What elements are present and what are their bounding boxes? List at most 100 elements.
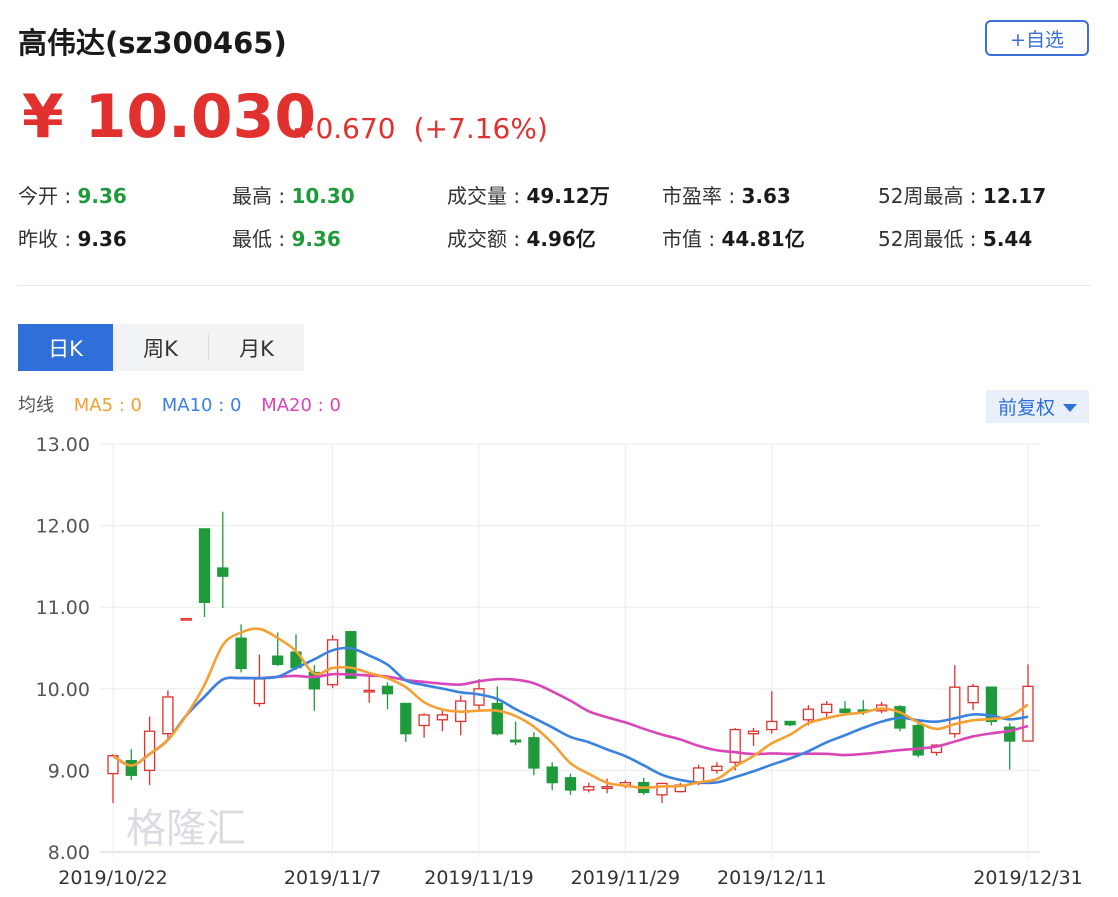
candle-down bbox=[509, 739, 522, 743]
stat-item: 市值 : 44.81亿 bbox=[662, 223, 805, 252]
stat-item: 市盈率 : 3.63 bbox=[662, 180, 791, 209]
stat-value: 10.30 bbox=[291, 184, 355, 208]
candle-up bbox=[729, 728, 741, 763]
candle-down bbox=[546, 766, 558, 784]
candle-up bbox=[583, 786, 595, 791]
candle-up bbox=[363, 689, 375, 693]
candle-up bbox=[967, 685, 979, 704]
stat-label: 52周最高 : bbox=[878, 184, 983, 208]
stat-value: 49.12万 bbox=[526, 184, 610, 208]
stat-label: 市盈率 : bbox=[662, 184, 742, 208]
candle-up bbox=[418, 714, 430, 727]
stat-value: 9.36 bbox=[77, 184, 127, 208]
stat-item: 成交量 : 49.12万 bbox=[447, 180, 610, 209]
candle-up bbox=[747, 730, 760, 735]
stat-label: 今开 : bbox=[18, 184, 78, 208]
candle-up bbox=[162, 696, 174, 735]
candle-up bbox=[802, 708, 815, 721]
price-change: +0.670 (+7.16%) bbox=[292, 112, 548, 145]
x-tick-label: 2019/12/11 bbox=[717, 867, 827, 889]
candle-down bbox=[839, 708, 851, 714]
x-tick-label: 2019/11/19 bbox=[424, 867, 534, 889]
tab-weekly-k[interactable]: 周K bbox=[143, 336, 178, 361]
stat-label: 成交额 : bbox=[447, 227, 527, 251]
ma5-legend: MA5 : 0 bbox=[73, 395, 142, 416]
stat-item: 最低 : 9.36 bbox=[232, 223, 341, 252]
x-tick-label: 2019/11/7 bbox=[284, 867, 381, 889]
caret-down-icon bbox=[1063, 403, 1077, 412]
watermark-logo: 格隆汇 bbox=[126, 806, 246, 852]
stock-title: 高伟达(sz300465) bbox=[18, 26, 287, 60]
stat-value: 9.36 bbox=[291, 227, 341, 251]
stat-label: 市值 : bbox=[662, 227, 722, 251]
candle-up bbox=[1022, 685, 1034, 742]
ma-legend: 均线 MA5 : 0 MA10 : 0 MA20 : 0 bbox=[18, 391, 355, 417]
divider bbox=[18, 285, 1090, 286]
x-tick-label: 2019/11/29 bbox=[571, 867, 681, 889]
stat-item: 今开 : 9.36 bbox=[18, 180, 127, 209]
candle-down bbox=[784, 720, 796, 726]
candle-down bbox=[528, 737, 540, 769]
adjust-dropdown[interactable]: 前复权 bbox=[986, 390, 1089, 423]
candle-down bbox=[491, 702, 503, 735]
ma10-line bbox=[112, 646, 1029, 785]
stat-value: 4.96亿 bbox=[526, 227, 596, 251]
candle-down bbox=[125, 759, 137, 776]
candle-down bbox=[985, 686, 998, 723]
stat-value: 5.44 bbox=[982, 227, 1033, 251]
candle-up bbox=[930, 744, 943, 754]
candle-up bbox=[326, 639, 339, 686]
candle-down bbox=[564, 777, 577, 791]
stat-item: 成交额 : 4.96亿 bbox=[447, 223, 596, 252]
current-price: ¥ 10.030 bbox=[22, 82, 317, 152]
stat-value: 3.63 bbox=[741, 184, 791, 208]
stat-label: 52周最低 : bbox=[878, 227, 983, 251]
candle-up bbox=[473, 688, 485, 706]
candle-down bbox=[912, 724, 924, 756]
candle-up bbox=[253, 678, 266, 705]
y-tick-label: 8.00 bbox=[48, 842, 90, 864]
stat-label: 昨收 : bbox=[18, 227, 78, 251]
candle-up bbox=[821, 703, 833, 714]
tab-daily-k[interactable]: 日K bbox=[18, 324, 113, 371]
y-tick-label: 12.00 bbox=[36, 516, 90, 538]
ma20-legend: MA20 : 0 bbox=[261, 395, 341, 416]
stat-value: 12.17 bbox=[982, 184, 1047, 208]
candle-up bbox=[711, 765, 723, 772]
y-tick-label: 13.00 bbox=[36, 434, 90, 456]
y-tick-label: 10.00 bbox=[36, 679, 90, 701]
stat-label: 最高 : bbox=[232, 184, 292, 208]
candle-up bbox=[949, 686, 961, 735]
candle-up bbox=[601, 786, 613, 790]
candle-down bbox=[400, 702, 412, 735]
candle-down bbox=[381, 685, 394, 695]
period-tabs: 日K 周K 月K bbox=[18, 324, 304, 371]
candle-down bbox=[1004, 726, 1016, 742]
ma5-line bbox=[112, 627, 1029, 789]
candle-down bbox=[235, 637, 247, 670]
candle-down bbox=[272, 655, 284, 665]
y-tick-label: 9.00 bbox=[48, 760, 90, 782]
candle-up bbox=[180, 617, 192, 621]
ma-legend-label: 均线 bbox=[18, 395, 54, 416]
candle-down bbox=[345, 631, 357, 679]
x-tick-label: 2019/12/31 bbox=[973, 867, 1083, 889]
price-change-percent: (+7.16%) bbox=[413, 112, 548, 145]
ma10-legend: MA10 : 0 bbox=[161, 395, 242, 416]
stat-value: 44.81亿 bbox=[721, 227, 805, 251]
candle-down bbox=[198, 528, 211, 603]
candle-up bbox=[436, 714, 449, 721]
add-watchlist-button[interactable]: +自选 bbox=[985, 20, 1089, 56]
stat-value: 9.36 bbox=[77, 227, 127, 251]
candle-up bbox=[766, 720, 778, 731]
candle-down bbox=[217, 567, 229, 577]
stat-item: 52周最高 : 12.17 bbox=[878, 180, 1046, 209]
stat-item: 52周最低 : 5.44 bbox=[878, 223, 1032, 252]
tab-monthly-k[interactable]: 月K bbox=[239, 336, 274, 361]
adjust-dropdown-label: 前复权 bbox=[997, 397, 1055, 419]
stat-item: 最高 : 10.30 bbox=[232, 180, 355, 209]
price-change-value: +0.670 bbox=[292, 112, 396, 145]
x-tick-label: 2019/10/22 bbox=[58, 867, 168, 889]
tab-separator bbox=[208, 334, 209, 361]
